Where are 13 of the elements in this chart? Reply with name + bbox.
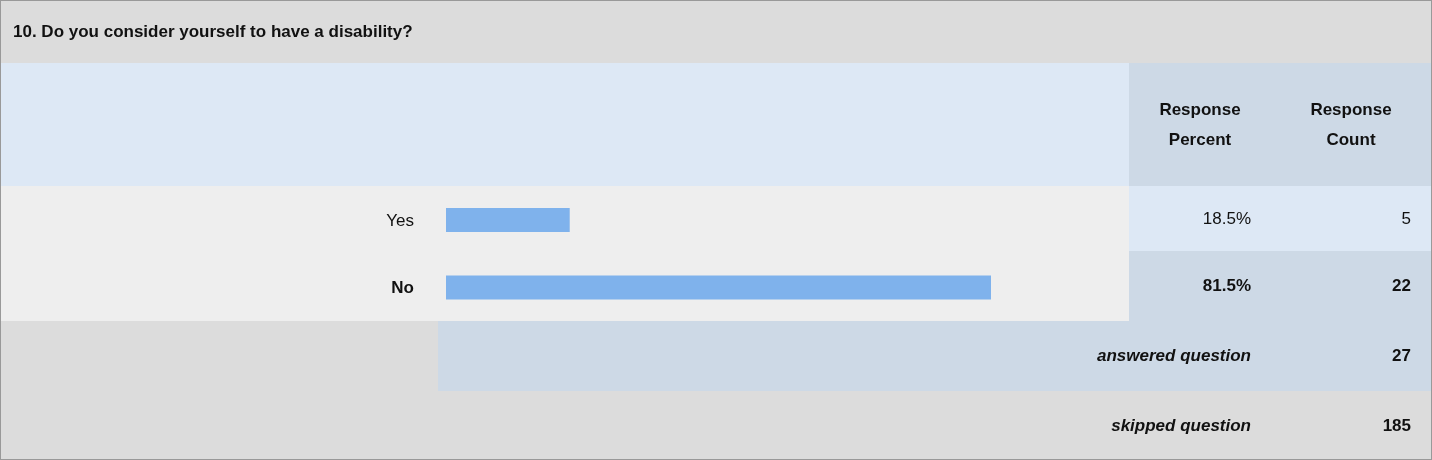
text: Response Count	[1309, 98, 1393, 151]
y-tick-label: No	[391, 278, 414, 298]
data-label: 81.5%	[1202, 276, 1251, 296]
data-label: 18.5%	[1202, 208, 1251, 229]
text: 10. Do you consider yourself to have a disability?	[13, 22, 413, 42]
y-tick-label: Yes	[386, 210, 414, 230]
text: skipped question	[1111, 416, 1251, 436]
text: 27	[1392, 346, 1411, 366]
text: answered question	[1097, 346, 1251, 366]
text: Response Percent	[1158, 98, 1242, 151]
text: 5	[1401, 208, 1411, 229]
text: 22	[1392, 276, 1411, 296]
text: 185	[1382, 416, 1411, 436]
